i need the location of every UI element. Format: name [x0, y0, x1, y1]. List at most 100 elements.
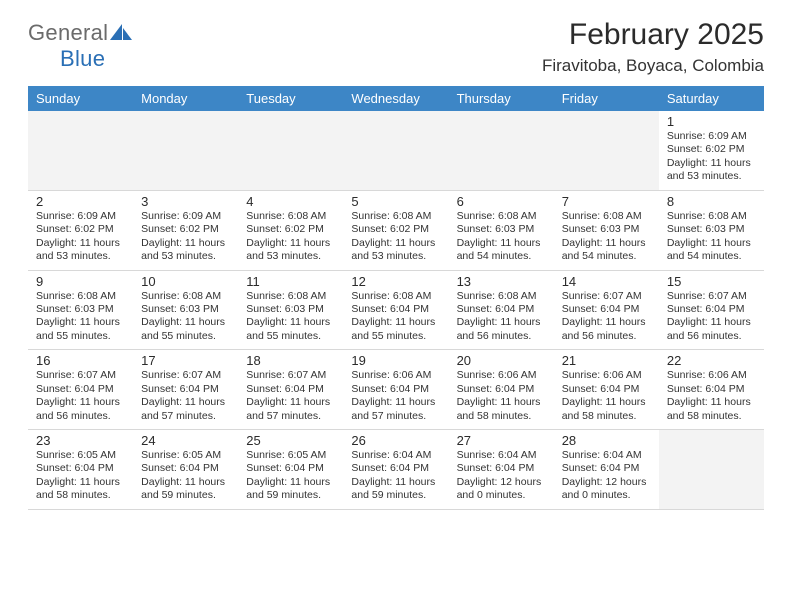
- sunset-text: Sunset: 6:02 PM: [36, 223, 125, 236]
- day2-text: and 58 minutes.: [36, 489, 125, 502]
- weekday-header: Wednesday: [343, 86, 448, 111]
- day1-text: Daylight: 11 hours: [667, 316, 756, 329]
- sunset-text: Sunset: 6:04 PM: [246, 383, 335, 396]
- sunrise-text: Sunrise: 6:06 AM: [351, 369, 440, 382]
- sunset-text: Sunset: 6:04 PM: [562, 462, 651, 475]
- calendar-body: 1Sunrise: 6:09 AMSunset: 6:02 PMDaylight…: [28, 111, 764, 509]
- day-number: 3: [141, 194, 230, 209]
- day1-text: Daylight: 11 hours: [246, 237, 335, 250]
- sunrise-text: Sunrise: 6:07 AM: [667, 290, 756, 303]
- day-number: 10: [141, 274, 230, 289]
- day-number: 4: [246, 194, 335, 209]
- calendar-week-row: 9Sunrise: 6:08 AMSunset: 6:03 PMDaylight…: [28, 270, 764, 350]
- sunset-text: Sunset: 6:04 PM: [351, 303, 440, 316]
- sunrise-text: Sunrise: 6:06 AM: [457, 369, 546, 382]
- day2-text: and 59 minutes.: [141, 489, 230, 502]
- day2-text: and 0 minutes.: [457, 489, 546, 502]
- calendar-day-cell: [659, 430, 764, 510]
- calendar-week-row: 2Sunrise: 6:09 AMSunset: 6:02 PMDaylight…: [28, 190, 764, 270]
- day-number: 26: [351, 433, 440, 448]
- calendar-day-cell: 20Sunrise: 6:06 AMSunset: 6:04 PMDayligh…: [449, 350, 554, 430]
- day-number: 23: [36, 433, 125, 448]
- sunrise-text: Sunrise: 6:09 AM: [141, 210, 230, 223]
- sunset-text: Sunset: 6:04 PM: [457, 462, 546, 475]
- calendar-day-cell: 21Sunrise: 6:06 AMSunset: 6:04 PMDayligh…: [554, 350, 659, 430]
- calendar-day-cell: 26Sunrise: 6:04 AMSunset: 6:04 PMDayligh…: [343, 430, 448, 510]
- day2-text: and 53 minutes.: [141, 250, 230, 263]
- day1-text: Daylight: 12 hours: [457, 476, 546, 489]
- day-number: 9: [36, 274, 125, 289]
- day2-text: and 58 minutes.: [667, 410, 756, 423]
- sunrise-text: Sunrise: 6:07 AM: [36, 369, 125, 382]
- sunrise-text: Sunrise: 6:09 AM: [667, 130, 756, 143]
- calendar-day-cell: 25Sunrise: 6:05 AMSunset: 6:04 PMDayligh…: [238, 430, 343, 510]
- sunrise-text: Sunrise: 6:08 AM: [36, 290, 125, 303]
- day2-text: and 54 minutes.: [457, 250, 546, 263]
- sunset-text: Sunset: 6:04 PM: [667, 383, 756, 396]
- sunrise-text: Sunrise: 6:08 AM: [667, 210, 756, 223]
- calendar-day-cell: [449, 111, 554, 190]
- calendar-day-cell: 24Sunrise: 6:05 AMSunset: 6:04 PMDayligh…: [133, 430, 238, 510]
- calendar-day-cell: 1Sunrise: 6:09 AMSunset: 6:02 PMDaylight…: [659, 111, 764, 190]
- sunset-text: Sunset: 6:04 PM: [351, 462, 440, 475]
- day1-text: Daylight: 11 hours: [351, 316, 440, 329]
- calendar-day-cell: 18Sunrise: 6:07 AMSunset: 6:04 PMDayligh…: [238, 350, 343, 430]
- day-number: 6: [457, 194, 546, 209]
- sunrise-text: Sunrise: 6:04 AM: [562, 449, 651, 462]
- sunrise-text: Sunrise: 6:08 AM: [351, 290, 440, 303]
- sunset-text: Sunset: 6:03 PM: [141, 303, 230, 316]
- day1-text: Daylight: 11 hours: [246, 316, 335, 329]
- calendar-day-cell: [133, 111, 238, 190]
- day-number: 19: [351, 353, 440, 368]
- day2-text: and 57 minutes.: [141, 410, 230, 423]
- day2-text: and 53 minutes.: [246, 250, 335, 263]
- day1-text: Daylight: 11 hours: [246, 396, 335, 409]
- sunrise-text: Sunrise: 6:06 AM: [562, 369, 651, 382]
- title-block: February 2025 Firavitoba, Boyaca, Colomb…: [542, 18, 764, 76]
- day1-text: Daylight: 11 hours: [36, 237, 125, 250]
- calendar-day-cell: 28Sunrise: 6:04 AMSunset: 6:04 PMDayligh…: [554, 430, 659, 510]
- calendar-day-cell: [28, 111, 133, 190]
- sunrise-text: Sunrise: 6:08 AM: [141, 290, 230, 303]
- day2-text: and 0 minutes.: [562, 489, 651, 502]
- calendar-day-cell: [554, 111, 659, 190]
- day-number: 13: [457, 274, 546, 289]
- day1-text: Daylight: 11 hours: [667, 157, 756, 170]
- day1-text: Daylight: 11 hours: [562, 316, 651, 329]
- weekday-header: Thursday: [449, 86, 554, 111]
- sunset-text: Sunset: 6:04 PM: [457, 383, 546, 396]
- day1-text: Daylight: 11 hours: [36, 316, 125, 329]
- day2-text: and 55 minutes.: [36, 330, 125, 343]
- day-number: 12: [351, 274, 440, 289]
- sunset-text: Sunset: 6:02 PM: [351, 223, 440, 236]
- calendar-day-cell: 11Sunrise: 6:08 AMSunset: 6:03 PMDayligh…: [238, 270, 343, 350]
- calendar-day-cell: [343, 111, 448, 190]
- calendar-day-cell: 5Sunrise: 6:08 AMSunset: 6:02 PMDaylight…: [343, 190, 448, 270]
- day-number: 7: [562, 194, 651, 209]
- page-header: General Blue February 2025 Firavitoba, B…: [28, 18, 764, 76]
- day-number: 25: [246, 433, 335, 448]
- day1-text: Daylight: 11 hours: [351, 476, 440, 489]
- sunset-text: Sunset: 6:04 PM: [36, 383, 125, 396]
- day1-text: Daylight: 11 hours: [351, 237, 440, 250]
- calendar-day-cell: 3Sunrise: 6:09 AMSunset: 6:02 PMDaylight…: [133, 190, 238, 270]
- sunrise-text: Sunrise: 6:08 AM: [562, 210, 651, 223]
- sunset-text: Sunset: 6:04 PM: [457, 303, 546, 316]
- day2-text: and 53 minutes.: [36, 250, 125, 263]
- day-number: 28: [562, 433, 651, 448]
- calendar-day-cell: 14Sunrise: 6:07 AMSunset: 6:04 PMDayligh…: [554, 270, 659, 350]
- sunset-text: Sunset: 6:03 PM: [246, 303, 335, 316]
- sunset-text: Sunset: 6:04 PM: [246, 462, 335, 475]
- day1-text: Daylight: 11 hours: [457, 396, 546, 409]
- day2-text: and 53 minutes.: [351, 250, 440, 263]
- calendar-day-cell: 27Sunrise: 6:04 AMSunset: 6:04 PMDayligh…: [449, 430, 554, 510]
- sunset-text: Sunset: 6:04 PM: [562, 383, 651, 396]
- weekday-header: Monday: [133, 86, 238, 111]
- day2-text: and 57 minutes.: [246, 410, 335, 423]
- day2-text: and 56 minutes.: [562, 330, 651, 343]
- day-number: 24: [141, 433, 230, 448]
- sunrise-text: Sunrise: 6:05 AM: [36, 449, 125, 462]
- calendar-week-row: 1Sunrise: 6:09 AMSunset: 6:02 PMDaylight…: [28, 111, 764, 190]
- sunrise-text: Sunrise: 6:07 AM: [141, 369, 230, 382]
- sunset-text: Sunset: 6:03 PM: [457, 223, 546, 236]
